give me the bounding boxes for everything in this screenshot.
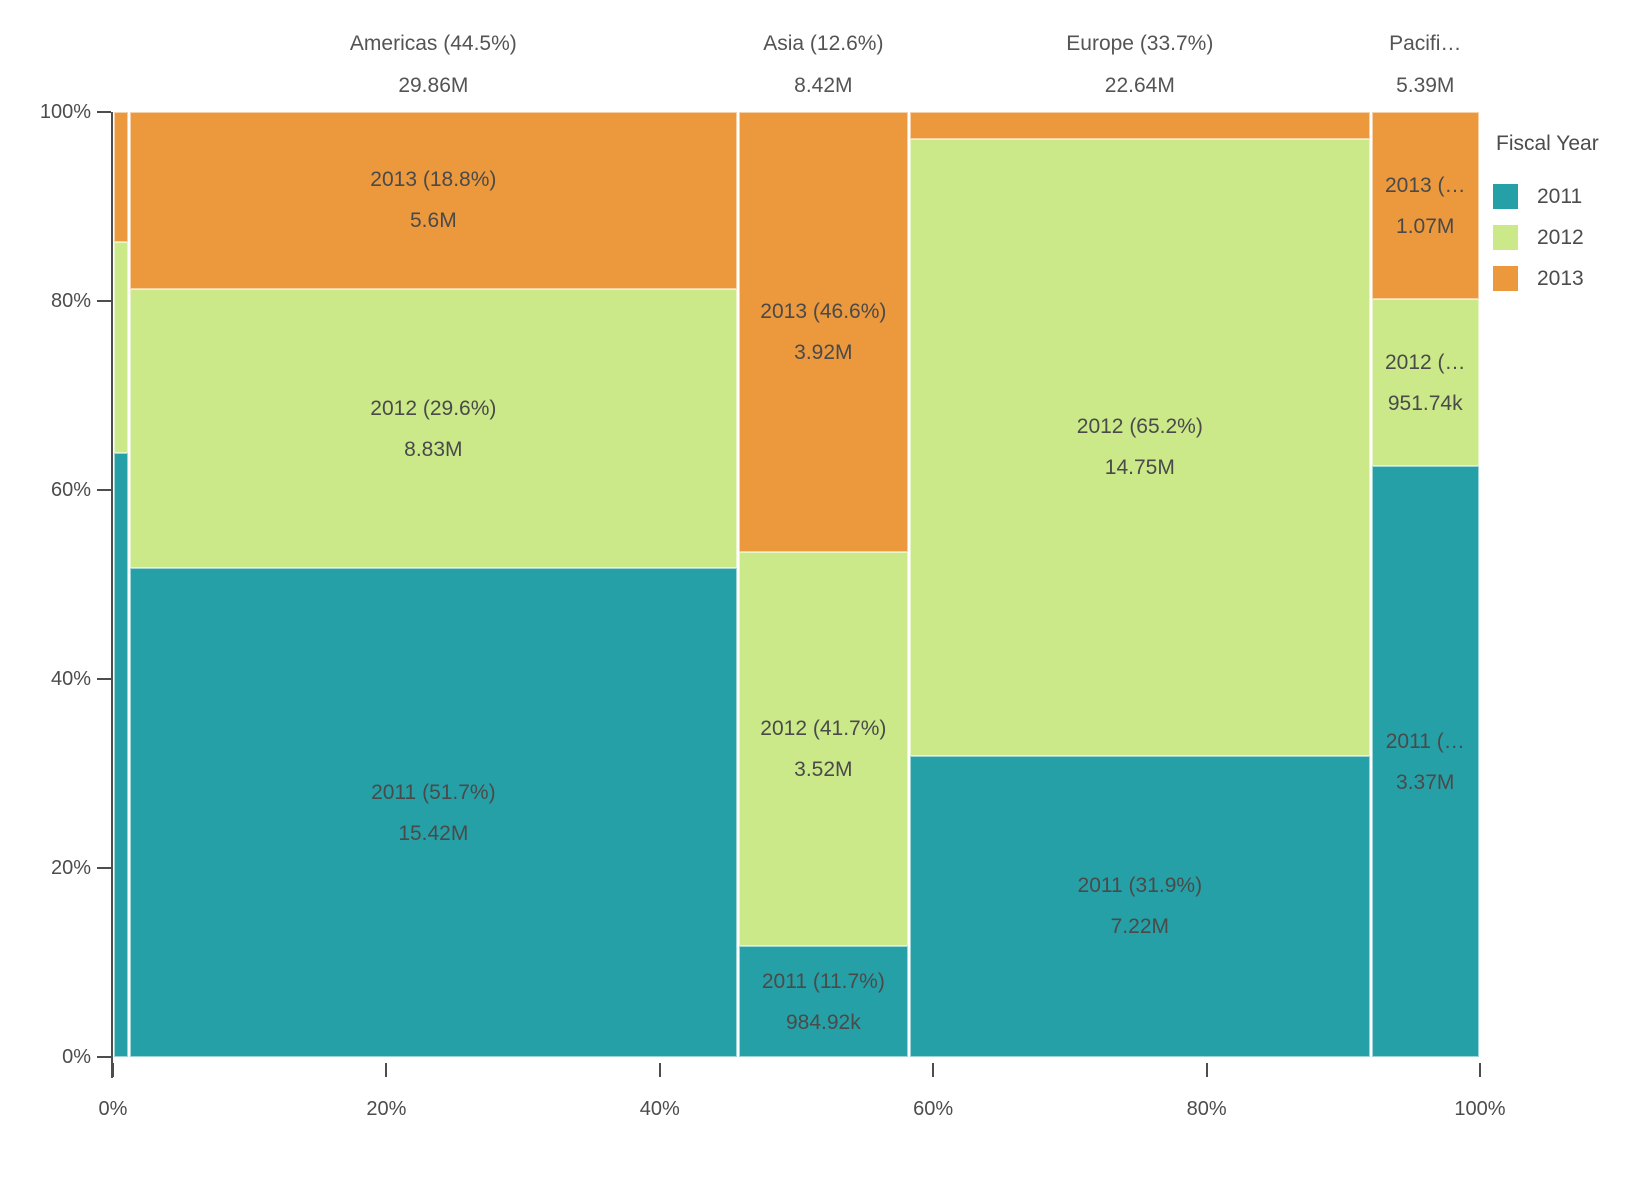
segment-Europe-2012[interactable]: 2012 (65.2%) 14.75M (910, 139, 1370, 756)
segment-Asia-2012[interactable]: 2012 (41.7%) 3.52M (738, 552, 909, 947)
segment-label: 2011 (51.7%) (371, 780, 496, 804)
x-axis-tick (385, 1063, 388, 1077)
segment-Europe-2011[interactable]: 2011 (31.9%) 7.22M (910, 755, 1370, 1057)
segment-Americas-2011[interactable]: 2011 (51.7%) 15.42M (130, 568, 737, 1057)
segment-value: 15.42M (398, 821, 469, 845)
segment-value: 7.22M (1110, 915, 1169, 939)
y-axis-tick (97, 489, 111, 491)
x-axis-label: 0% (98, 1098, 128, 1120)
segment-Americas-2012[interactable]: 2012 (29.6%) 8.83M (130, 288, 737, 569)
segment-Asia-2013[interactable]: 2013 (46.6%) 3.92M (738, 112, 909, 553)
x-axis-label: 80% (1186, 1098, 1227, 1120)
x-axis-tick (1205, 1063, 1208, 1077)
column-header-Americas: Americas (44.5%) (349, 32, 517, 55)
x-axis-tick (112, 1063, 114, 1077)
segment-value: 8.83M (404, 437, 463, 461)
x-axis-label: 60% (913, 1098, 954, 1120)
segment-Pacific-2012[interactable]: 2012 (… 951.74k (1371, 299, 1479, 467)
column-total-Asia: 8.42M (794, 74, 853, 97)
legend-label-2011: 2011 (1537, 185, 1583, 208)
x-axis-tick (932, 1063, 935, 1077)
y-axis-tick (97, 1056, 111, 1058)
segment-Europe-2013[interactable] (910, 112, 1370, 140)
y-axis-label: 60% (50, 479, 91, 501)
column-total-Pacific: 5.39M (1396, 74, 1455, 97)
segment-value: 5.6M (410, 209, 457, 233)
segment-unlabeled-2013[interactable] (114, 112, 129, 243)
legend-title: Fiscal Year (1496, 132, 1599, 155)
segment-label: 2012 (65.2%) (1076, 415, 1203, 439)
legend-item-2013[interactable]: 2013 (1493, 266, 1623, 291)
column-total-Americas: 29.86M (398, 74, 469, 97)
y-axis-tick (97, 111, 111, 113)
x-axis-tick (658, 1063, 661, 1077)
y-axis-tick (97, 678, 111, 680)
column-header-Europe: Europe (33.7%) (1066, 32, 1214, 55)
column-header-Asia: Asia (12.6%) (763, 32, 884, 55)
y-axis-label: 100% (39, 101, 91, 123)
x-axis-label: 20% (366, 1098, 407, 1120)
segment-label: 2011 (31.9%) (1077, 874, 1203, 898)
legend-swatch-2011 (1493, 184, 1518, 209)
x-axis-label: 100% (1454, 1098, 1506, 1120)
segment-unlabeled-2011[interactable] (114, 453, 129, 1057)
segment-Americas-2013[interactable]: 2013 (18.8%) 5.6M (130, 112, 737, 289)
segment-label: 2012 (29.6%) (370, 396, 497, 420)
legend-swatch-2013 (1493, 266, 1518, 291)
y-axis-tick (97, 867, 111, 869)
y-axis-label: 40% (50, 668, 91, 690)
y-axis-tick (97, 300, 111, 302)
segment-unlabeled-2012[interactable] (114, 242, 129, 454)
column-total-Europe: 22.64M (1104, 74, 1175, 97)
plot-area: 2011 (51.7%) 15.42M 2012 (29.6%) 8.83M 2013 … (113, 112, 1480, 1057)
x-axis-label: 40% (639, 1098, 680, 1120)
x-axis-tick (1479, 1063, 1481, 1077)
legend-label-2012: 2012 (1537, 226, 1584, 249)
legend-label-2013: 2013 (1537, 267, 1584, 290)
segment-value: 14.75M (1104, 456, 1175, 480)
y-axis-line (111, 112, 113, 1078)
y-axis-label: 80% (50, 290, 91, 312)
segment-label: 2013 (18.8%) (370, 168, 497, 192)
legend-swatch-2012 (1493, 225, 1518, 250)
legend: Fiscal Year 2011 2012 2013 (1493, 130, 1623, 307)
segment-Asia-2011[interactable]: 2011 (11.7%) 984.92k (738, 946, 909, 1057)
legend-item-2011[interactable]: 2011 (1493, 184, 1623, 209)
y-axis-label: 0% (62, 1046, 91, 1068)
segment-Pacific-2011[interactable]: 2011 (… 3.37M (1371, 466, 1479, 1057)
legend-item-2012[interactable]: 2012 (1493, 225, 1623, 250)
column-header-Pacific: Pacifi… (1389, 32, 1462, 55)
segment-Pacific-2013[interactable]: 2013 (… 1.07M (1371, 112, 1479, 300)
y-axis-label: 20% (50, 857, 91, 879)
